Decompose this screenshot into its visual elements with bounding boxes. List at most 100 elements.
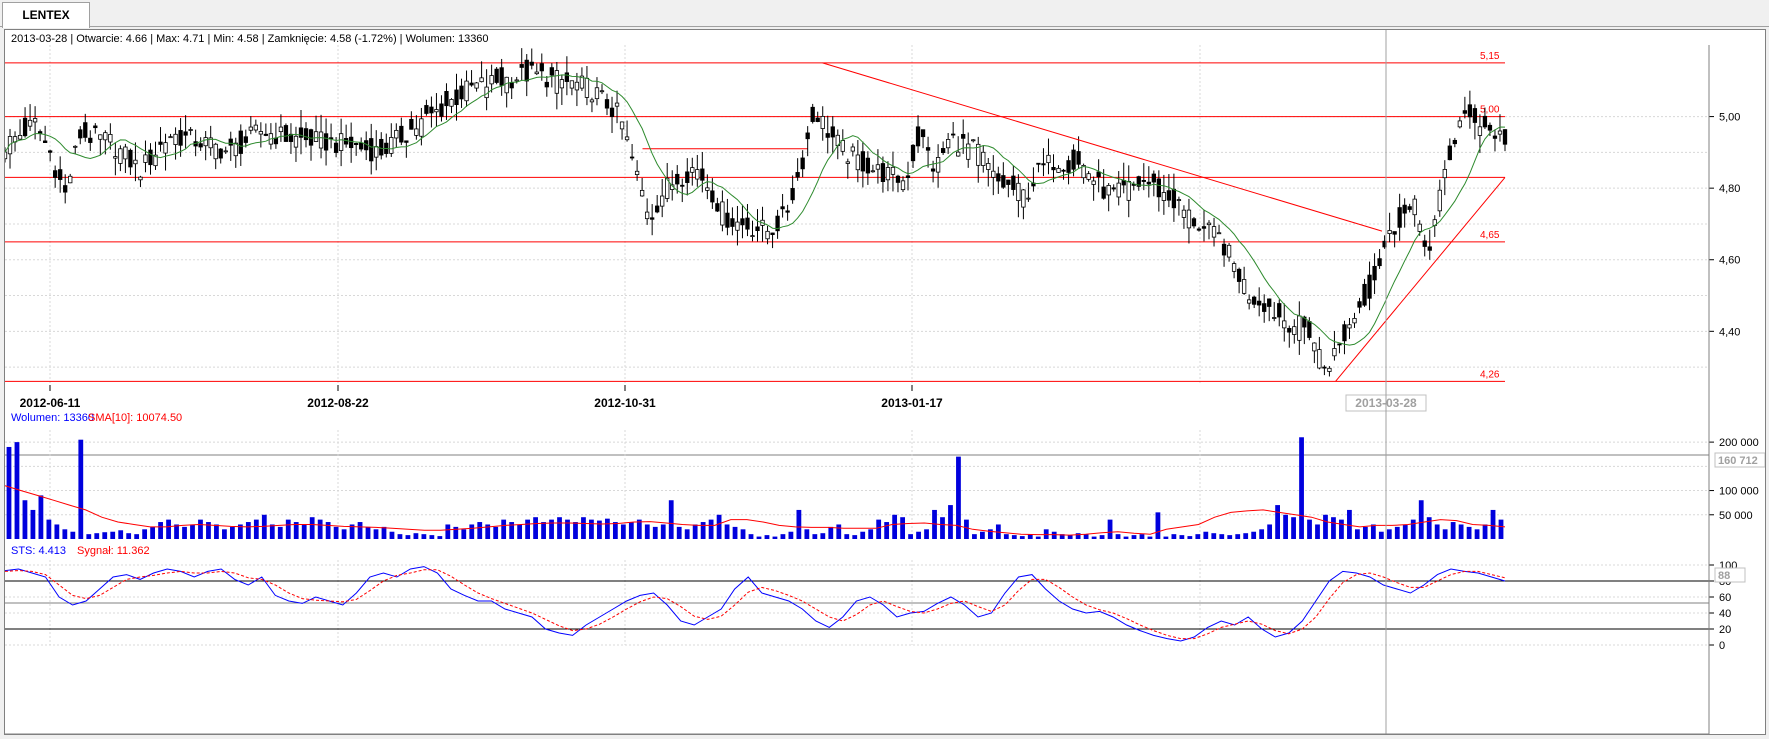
- tab-lentex[interactable]: LENTEX: [2, 2, 90, 28]
- volume-bar: [987, 529, 993, 539]
- sts-legend: STS: 4.413 Sygnał: 11.362: [11, 545, 150, 557]
- volume-bar: [493, 526, 499, 539]
- candle-body: [158, 141, 163, 145]
- candle-body: [644, 211, 650, 220]
- volume-bar: [485, 524, 491, 539]
- volume-bar: [605, 518, 610, 539]
- candle-body: [890, 166, 896, 175]
- candle-body: [1236, 268, 1242, 282]
- volume-bar: [900, 517, 905, 539]
- candle-body: [278, 126, 284, 133]
- candle-body: [905, 175, 911, 178]
- volume-bar: [285, 519, 291, 539]
- candle-body: [524, 59, 529, 82]
- candle-body: [1231, 263, 1237, 272]
- candle-body: [549, 67, 554, 76]
- volume-bar: [1147, 536, 1153, 539]
- candle-body: [1352, 318, 1357, 324]
- volume-bar: [245, 522, 251, 539]
- volume-bar: [230, 526, 235, 539]
- volume-bar: [381, 526, 387, 539]
- candle-body: [514, 79, 519, 82]
- candle-body: [991, 170, 996, 178]
- vol-y-tick-label-2: 50 000: [1719, 510, 1753, 522]
- candle-body: [986, 162, 991, 170]
- vol-last-label: 160 712: [1718, 455, 1758, 467]
- volume-bar: [1131, 535, 1137, 539]
- candle-body: [213, 143, 218, 160]
- candle-body: [303, 128, 309, 141]
- candle-body: [885, 167, 891, 181]
- candle-body: [78, 129, 83, 139]
- volume-bar: [1251, 531, 1257, 539]
- candle-body: [579, 75, 585, 89]
- candle-body: [359, 142, 364, 150]
- volume-bar: [557, 517, 562, 539]
- candle-body: [1221, 243, 1227, 256]
- volume-bar: [1482, 524, 1488, 539]
- candle-body: [42, 140, 48, 143]
- volume-bar: [1115, 534, 1121, 539]
- volume-bar: [309, 517, 315, 539]
- price-y-axis: 5,00 4,80 4,60 4,40: [1709, 112, 1740, 338]
- volume-bar: [1291, 517, 1296, 539]
- candle-body: [349, 136, 354, 149]
- candle-body: [930, 168, 936, 172]
- candle-body: [22, 117, 28, 137]
- candle-body: [1372, 265, 1377, 281]
- candle-body: [770, 232, 775, 235]
- candle-body: [1111, 187, 1116, 190]
- candle-body: [218, 148, 223, 159]
- candle-body: [1041, 163, 1046, 166]
- candle-body: [1487, 124, 1493, 131]
- candle-body: [619, 121, 625, 130]
- candle-body: [925, 147, 931, 151]
- candle-body: [1241, 279, 1247, 294]
- candle-body: [1246, 299, 1252, 304]
- candle-body: [599, 90, 605, 93]
- volume-bar: [142, 529, 148, 539]
- volume-bar: [541, 522, 546, 539]
- volume-bar: [158, 522, 163, 539]
- volume-bar: [253, 519, 259, 539]
- x-tick-label-0: 2012-06-11: [20, 396, 81, 410]
- candle-body: [1216, 232, 1222, 235]
- volume-bar: [1227, 535, 1233, 539]
- volume-bar: [1235, 534, 1241, 539]
- volume-bar: [812, 534, 818, 539]
- candle-body: [1457, 120, 1462, 128]
- volume-bar: [836, 524, 842, 539]
- candle-body: [639, 189, 645, 197]
- volume-bar: [1458, 524, 1464, 539]
- candle-body: [1317, 349, 1322, 369]
- vol-y-tick-label-0: 200 000: [1719, 437, 1759, 449]
- volume-bar: [325, 522, 331, 539]
- x-tick-label-3: 2013-01-17: [881, 396, 943, 410]
- candle-body: [233, 142, 238, 157]
- volume-bar: [1450, 522, 1456, 539]
- chart-canvas[interactable]: 5,15 5,00 4,65 4,26 5,00 4,80 4,60 4,40 2012-0…: [2, 30, 1766, 735]
- candle-body: [203, 137, 208, 147]
- volume-bar: [1339, 519, 1344, 539]
- candle-body: [1211, 226, 1217, 238]
- candle-body: [1377, 258, 1382, 267]
- candle-body: [1437, 189, 1442, 212]
- candle-body: [730, 218, 735, 227]
- candle-body: [419, 118, 424, 137]
- sts-y-tick-label-4: 20: [1719, 624, 1731, 636]
- candle-body: [1477, 126, 1483, 136]
- candle-body: [800, 157, 805, 170]
- candle-body: [1492, 135, 1498, 139]
- candle-body: [740, 218, 745, 226]
- candle-body: [584, 77, 590, 98]
- volume-bar: [509, 522, 515, 539]
- candle-body: [725, 212, 730, 228]
- vol-y-tick-label-1: 100 000: [1719, 486, 1759, 498]
- candle-body: [1272, 317, 1277, 319]
- candle-body: [569, 80, 575, 89]
- candle-body: [1226, 244, 1232, 258]
- volume-grid: [5, 430, 1709, 539]
- candle-body: [544, 81, 549, 88]
- volume-bar: [357, 522, 363, 539]
- candle-body: [32, 118, 38, 123]
